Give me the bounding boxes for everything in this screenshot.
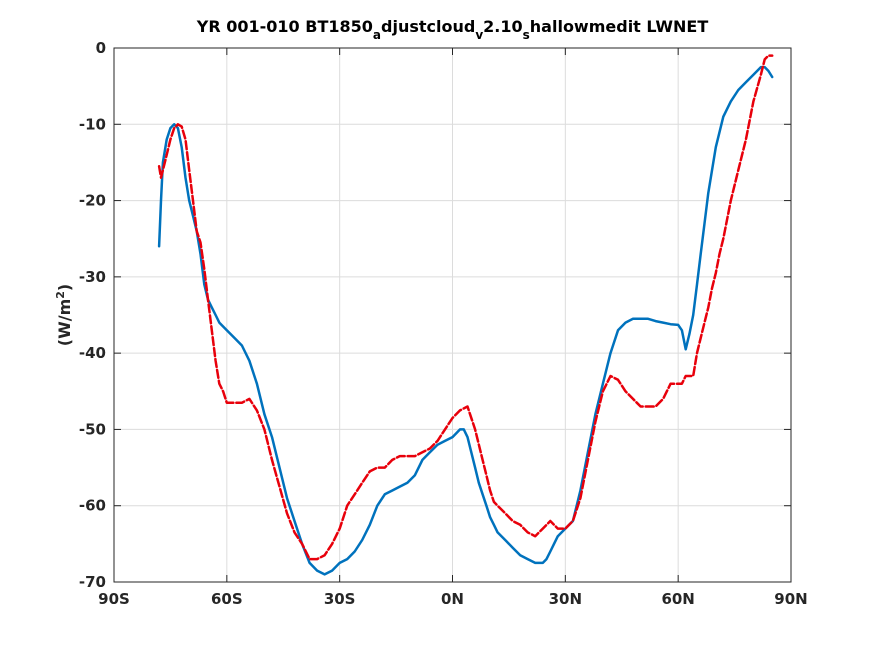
tick-marks — [113, 47, 792, 583]
chart-title: YR 001-010 BT1850adjustcloudv2.10shallow… — [196, 17, 709, 42]
y-tick-label: -30 — [79, 268, 106, 286]
x-tick-label: 90S — [98, 590, 130, 608]
series-line-2 — [157, 54, 774, 561]
y-tick-label: -20 — [79, 192, 106, 210]
x-tick-label: 60N — [661, 590, 694, 608]
y-tick-label: -10 — [79, 115, 106, 133]
y-axis-label: (W/m2) — [54, 284, 75, 346]
x-tick-labels: 90S 60S 30S 0N 30N 60N 90N — [98, 590, 808, 608]
y-tick-labels: 0 -10 -20 -30 -40 -50 -60 -70 — [79, 39, 106, 591]
y-tick-label: 0 — [96, 39, 106, 57]
x-tick-label: 0N — [441, 590, 464, 608]
series-layer — [157, 54, 774, 576]
series-line-1 — [157, 65, 774, 576]
x-tick-label: 60S — [211, 590, 243, 608]
x-tick-label: 90N — [774, 590, 807, 608]
x-tick-label: 30N — [549, 590, 582, 608]
y-tick-label: -40 — [79, 344, 106, 362]
x-tick-label: 30S — [324, 590, 356, 608]
y-tick-label: -50 — [79, 420, 106, 438]
y-tick-label: -60 — [79, 497, 106, 515]
y-tick-label: -70 — [79, 573, 106, 591]
